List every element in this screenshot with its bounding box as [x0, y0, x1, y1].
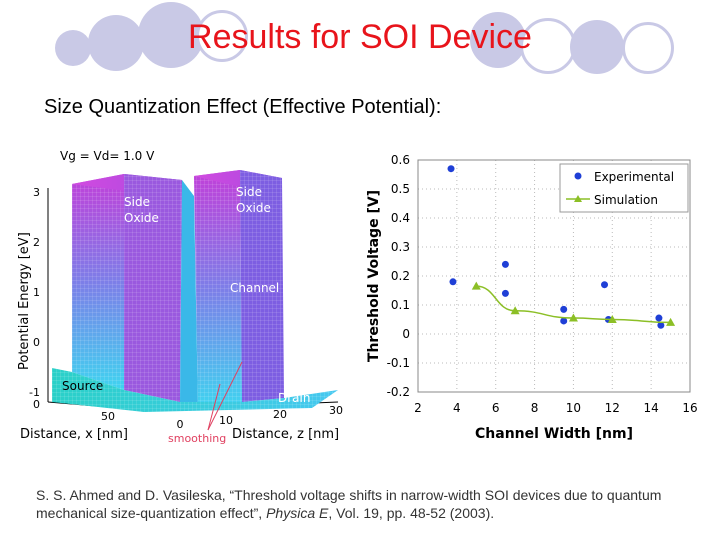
legend-box [559, 163, 689, 213]
slide-subtitle: Size Quantization Effect (Effective Pote… [44, 96, 442, 118]
side-oxide-left-label: Side [124, 195, 150, 209]
experimental-point [501, 289, 509, 297]
decorative-circle [138, 2, 204, 68]
experimental-point [560, 305, 568, 313]
x-tick-label: 0 [33, 398, 40, 411]
distance-z-label: Distance, z [nm] [232, 427, 339, 442]
y-tick-label: 0 [402, 327, 410, 341]
experimental-point [447, 165, 455, 173]
citation-journal: Physica E [266, 505, 329, 521]
distance-z-tick: 20 [273, 408, 287, 421]
threshold-voltage-chart: -0.2 -0.1 0 0.1 0.2 0.3 0.4 0.5 0.6 2 4 6 8 10 12 14 16 … [358, 146, 704, 446]
x-tick-label: 8 [531, 401, 539, 415]
side-oxide-left-label: Oxide [124, 211, 159, 225]
y-tick-label: -0.1 [387, 356, 410, 370]
decorative-circle [55, 30, 91, 66]
decorative-ring [520, 18, 576, 74]
drain-label: Drain [278, 391, 310, 405]
simulation-point [666, 317, 676, 326]
x-tick-label: 10 [566, 401, 581, 415]
side-oxide-right-label: Side [236, 185, 262, 199]
source-label: Source [62, 379, 103, 393]
y-tick-label: 0.2 [391, 269, 410, 283]
legend-marker-experimental [574, 172, 582, 180]
distance-z-tick: 30 [329, 404, 343, 417]
smoothing-arrow [207, 383, 221, 431]
x-tick-label: 6 [492, 401, 500, 415]
channel-label: Channel [230, 281, 279, 295]
experimental-point [560, 317, 568, 325]
distance-z-tick: 0 [177, 418, 184, 431]
bias-label: Vg = Vd= 1.0 V [60, 149, 155, 163]
y-tick-label: 0.3 [391, 240, 410, 254]
simulation-point [510, 306, 520, 315]
surface-plot-svg: Vg = Vd= 1.0 V Potential Energy [eV] 3 2… [17, 149, 343, 445]
slide-title: Results for SOI Device [188, 18, 532, 56]
experimental-point [449, 278, 457, 286]
y-tick-label: 0.1 [391, 298, 410, 312]
y-tick-label: 0.4 [391, 211, 410, 225]
simulation-point [607, 315, 617, 323]
z-tick-label: 1 [33, 286, 40, 299]
decorative-circle [88, 15, 144, 71]
y-tick-label: 0.6 [391, 153, 410, 167]
x-tick-label: 2 [414, 401, 422, 415]
side-oxide-right-label: Oxide [236, 201, 271, 215]
decorative-ring [196, 10, 248, 62]
decorative-circle [570, 20, 624, 74]
simulation-point [568, 313, 578, 322]
z-tick-label: 3 [33, 186, 40, 199]
y-tick-label: -0.2 [387, 385, 410, 399]
x-tick-label: 16 [682, 401, 697, 415]
legend-label-experimental: Experimental [594, 170, 674, 184]
y-axis-label: Threshold Voltage [V] [366, 190, 382, 362]
smoothing-label: smoothing [168, 432, 226, 445]
citation-details: , Vol. 19, pp. 48-52 (2003). [328, 505, 495, 521]
decorative-ring [622, 22, 674, 74]
distance-x-label: Distance, x [nm] [20, 427, 128, 442]
citation-authors-title: S. S. Ahmed and D. Vasileska, “Threshold… [36, 487, 662, 521]
x-tick-label: 14 [644, 401, 659, 415]
tick-layer: -0.2 -0.1 0 0.1 0.2 0.3 0.4 0.5 0.6 2 4 6 8 10 12 14 16 [387, 153, 698, 415]
channel-trough [180, 180, 198, 408]
experimental-point [501, 260, 509, 268]
experimental-point [655, 314, 663, 322]
x-tick-label: 50 [101, 410, 115, 423]
z-tick-label: 0 [33, 336, 40, 349]
smoothing-arrow [207, 361, 243, 431]
z-tick-label: 2 [33, 236, 40, 249]
distance-z-tick: 10 [219, 414, 233, 427]
potential-energy-label: Potential Energy [eV] [17, 232, 32, 370]
plot-frame [417, 159, 691, 393]
x-tick-label: 12 [605, 401, 620, 415]
legend-marker-simulation [574, 195, 582, 202]
decorative-circle [470, 12, 526, 68]
experimental-point [657, 321, 665, 329]
y-tick-label: 0.5 [391, 182, 410, 196]
simulation-point [471, 281, 481, 290]
legend-label-simulation: Simulation [594, 193, 658, 207]
legend: Experimental Simulation [559, 163, 689, 213]
potential-surface-plot: Vg = Vd= 1.0 V Potential Energy [eV] 3 2… [12, 140, 354, 450]
z-tick-label: -1 [29, 386, 40, 399]
series-layer [447, 165, 676, 329]
x-axis-label: Channel Width [nm] [475, 426, 633, 442]
x-tick-label: 4 [453, 401, 461, 415]
citation: S. S. Ahmed and D. Vasileska, “Threshold… [36, 486, 696, 522]
threshold-voltage-chart-svg: -0.2-0.100.10.20.30.40.50.62 4 6 8 10 12 14 16 … [366, 153, 698, 442]
experimental-point [601, 281, 609, 289]
